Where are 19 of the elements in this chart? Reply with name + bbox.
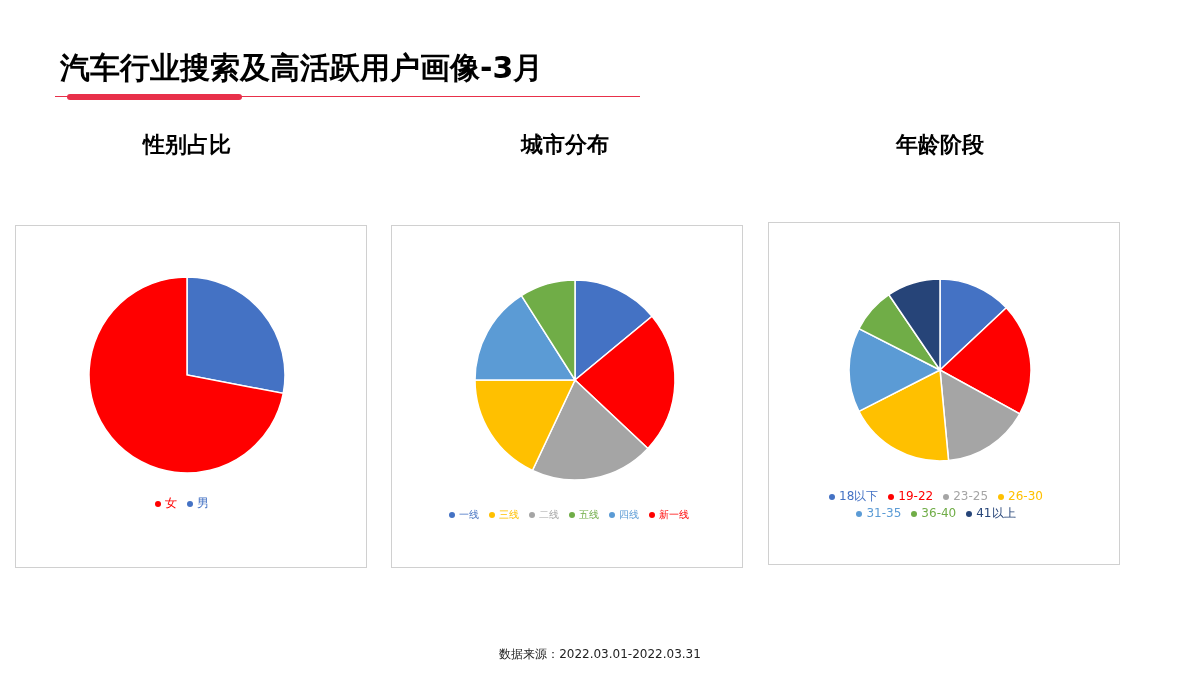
legend-label: 41以上 [976,506,1016,520]
legend-label: 36-40 [921,506,957,520]
legend-label: 一线 [459,509,479,520]
legend-label: 26-30 [1008,489,1043,503]
legend-label: 女 [165,496,177,510]
legend-label: 23-25 [953,489,989,503]
legend-label: 男 [197,496,209,510]
text: 汽车行业搜索及高活跃用户画像-3月 [60,49,544,87]
chart-title: 性别占比 [141,131,232,159]
source-note: 数据来源：2022.03.01-2022.03.31 [498,646,702,663]
chart-title: 年龄阶段 [894,131,985,159]
legend-label: 19-22 [898,489,934,503]
legend-label: 三线 [499,509,519,520]
chart-title: 城市分布 [519,131,610,159]
legend-label: 新一线 [659,509,689,520]
legend-label: 五线 [579,509,599,520]
legend-label: 18以下 [839,489,879,503]
legend-label: 四线 [619,509,639,520]
legend-label: 31-35 [866,506,902,520]
